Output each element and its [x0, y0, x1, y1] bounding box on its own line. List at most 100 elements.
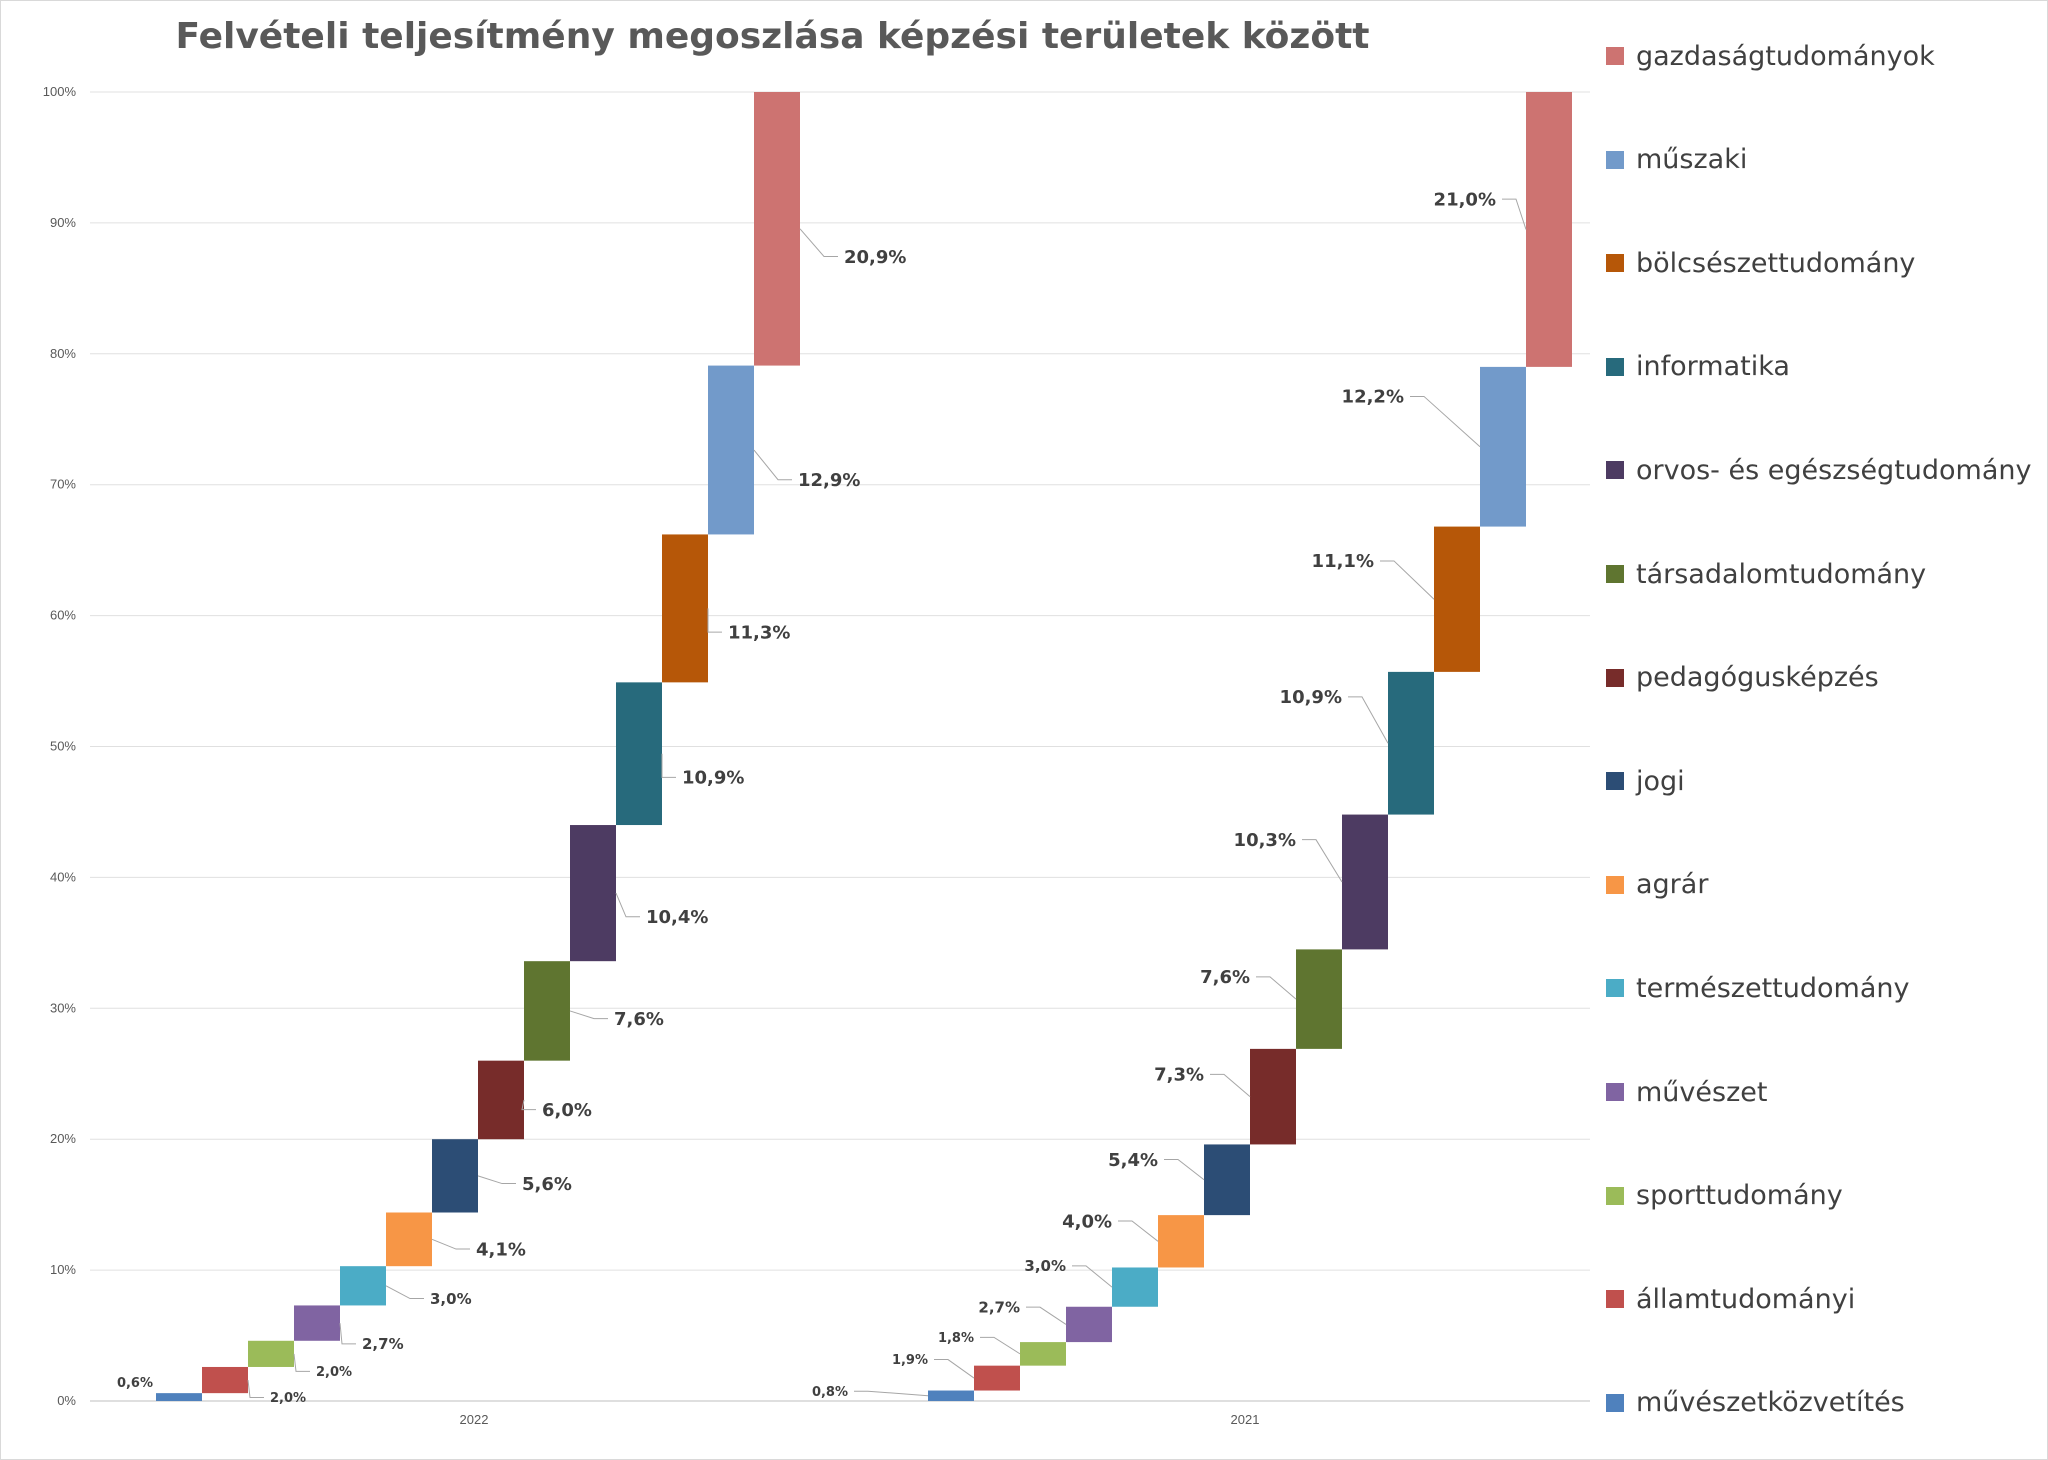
leader-line	[1256, 976, 1297, 1000]
bar-segment	[1480, 366, 1526, 527]
leader-line	[980, 1336, 1021, 1355]
bar-segment	[1434, 526, 1480, 672]
legend-swatch	[1606, 1186, 1624, 1205]
legend-item: orvos- és egészségtudomány	[1606, 450, 2031, 490]
legend-item: művészet	[1606, 1072, 1767, 1112]
data-label: 2,0%	[270, 1391, 306, 1406]
y-tick-label: 30%	[50, 1000, 76, 1015]
y-tick-label: 80%	[50, 346, 76, 361]
leader-line	[854, 1390, 929, 1397]
bar-segment	[616, 682, 662, 826]
data-label: 20,9%	[844, 247, 906, 268]
leader-line	[431, 1238, 470, 1250]
legend-item: természettudomány	[1606, 968, 1909, 1008]
bar-segment	[1020, 1342, 1066, 1366]
bar-segment	[1066, 1306, 1112, 1343]
data-label: 10,9%	[682, 768, 744, 789]
legend-item: pedagógusképzés	[1606, 658, 1879, 698]
leader-line	[707, 608, 722, 633]
leader-line	[569, 1010, 608, 1020]
bar-segment	[662, 534, 708, 683]
leader-line	[1302, 839, 1343, 883]
bar-segment	[386, 1212, 432, 1267]
bar-segment	[708, 365, 754, 535]
bar-segment	[340, 1266, 386, 1306]
leader-line	[1380, 560, 1435, 600]
legend-swatch	[1606, 1393, 1624, 1412]
leader-line	[1164, 1158, 1205, 1181]
leader-line	[293, 1353, 310, 1372]
legend-item: műszaki	[1606, 140, 1747, 180]
bar-segment	[1158, 1215, 1204, 1268]
bar-segment	[248, 1340, 294, 1367]
legend-label: informatika	[1636, 351, 1790, 383]
y-tick-label: 10%	[50, 1262, 76, 1277]
bar-segment	[1526, 92, 1572, 367]
legend-swatch	[1606, 47, 1624, 65]
y-tick-label: 20%	[50, 1131, 76, 1146]
data-label: 7,6%	[1200, 967, 1250, 988]
bar-segment	[1296, 949, 1342, 1049]
legend-item: sporttudomány	[1606, 1176, 1843, 1216]
legend-swatch	[1606, 979, 1624, 998]
leader-line	[1348, 696, 1389, 744]
bar-segment	[202, 1366, 248, 1394]
data-label: 10,4%	[646, 907, 708, 928]
legend-item: gazdaságtudományok	[1606, 36, 1935, 76]
legend-swatch	[1606, 1083, 1624, 1101]
legend-label: művészetközvetítés	[1636, 1387, 1905, 1419]
data-label: 2,7%	[978, 1298, 1020, 1316]
y-tick-label: 60%	[50, 608, 76, 623]
bar-segment	[156, 1393, 202, 1401]
legend-label: államtudományi	[1636, 1283, 1856, 1315]
legend-swatch	[1606, 772, 1624, 791]
legend-swatch	[1606, 254, 1624, 273]
y-tick-label: 90%	[50, 215, 76, 230]
legend-swatch	[1606, 150, 1624, 169]
y-tick-label: 70%	[50, 477, 76, 492]
leader-line	[661, 753, 676, 778]
data-label: 1,9%	[892, 1353, 928, 1368]
data-label: 12,2%	[1342, 387, 1404, 408]
data-label: 4,0%	[1062, 1211, 1112, 1232]
legend-label: orvos- és egészségtudomány	[1636, 454, 2032, 486]
bar-segment	[754, 92, 800, 366]
legend-label: gazdaságtudományok	[1636, 40, 1935, 72]
data-label: 3,0%	[1024, 1257, 1066, 1275]
legend-swatch	[1606, 668, 1624, 687]
legend-swatch	[1606, 461, 1624, 480]
data-label: 1,8%	[938, 1331, 974, 1346]
legend-item: informatika	[1606, 347, 1790, 387]
bar-segment	[478, 1060, 524, 1140]
legend-swatch	[1606, 357, 1624, 376]
bar-segment	[432, 1139, 478, 1213]
leader-line	[1072, 1265, 1113, 1288]
data-label: 2,7%	[362, 1335, 404, 1353]
legend-label: jogi	[1636, 765, 1685, 797]
bar-segment	[974, 1365, 1020, 1391]
leader-line	[477, 1175, 516, 1185]
data-label: 3,0%	[430, 1290, 472, 1308]
y-tick-label: 0%	[57, 1393, 76, 1408]
y-tick-label: 100%	[43, 84, 77, 99]
legend-label: művészet	[1636, 1076, 1768, 1108]
bar-segment	[928, 1390, 974, 1401]
data-label: 10,9%	[1280, 687, 1342, 708]
data-label: 12,9%	[798, 470, 860, 491]
x-category-label: 2022	[460, 1412, 489, 1427]
bar-segment	[1388, 671, 1434, 815]
legend-item: bölcsészettudomány	[1606, 243, 1915, 283]
legend-label: műszaki	[1636, 144, 1748, 176]
leader-line	[1026, 1306, 1067, 1325]
data-label: 7,6%	[614, 1009, 664, 1030]
leader-line	[1502, 198, 1527, 230]
leader-line	[1210, 1073, 1251, 1098]
data-label: 4,1%	[476, 1239, 526, 1260]
legend-item: agrár	[1606, 865, 1708, 905]
legend-label: sporttudomány	[1636, 1180, 1843, 1212]
legend-label: társadalomtudomány	[1636, 558, 1927, 590]
leader-line	[385, 1285, 424, 1300]
legend-item: jogi	[1606, 761, 1685, 801]
legend-swatch	[1606, 1290, 1624, 1309]
data-label: 0,6%	[117, 1376, 153, 1391]
